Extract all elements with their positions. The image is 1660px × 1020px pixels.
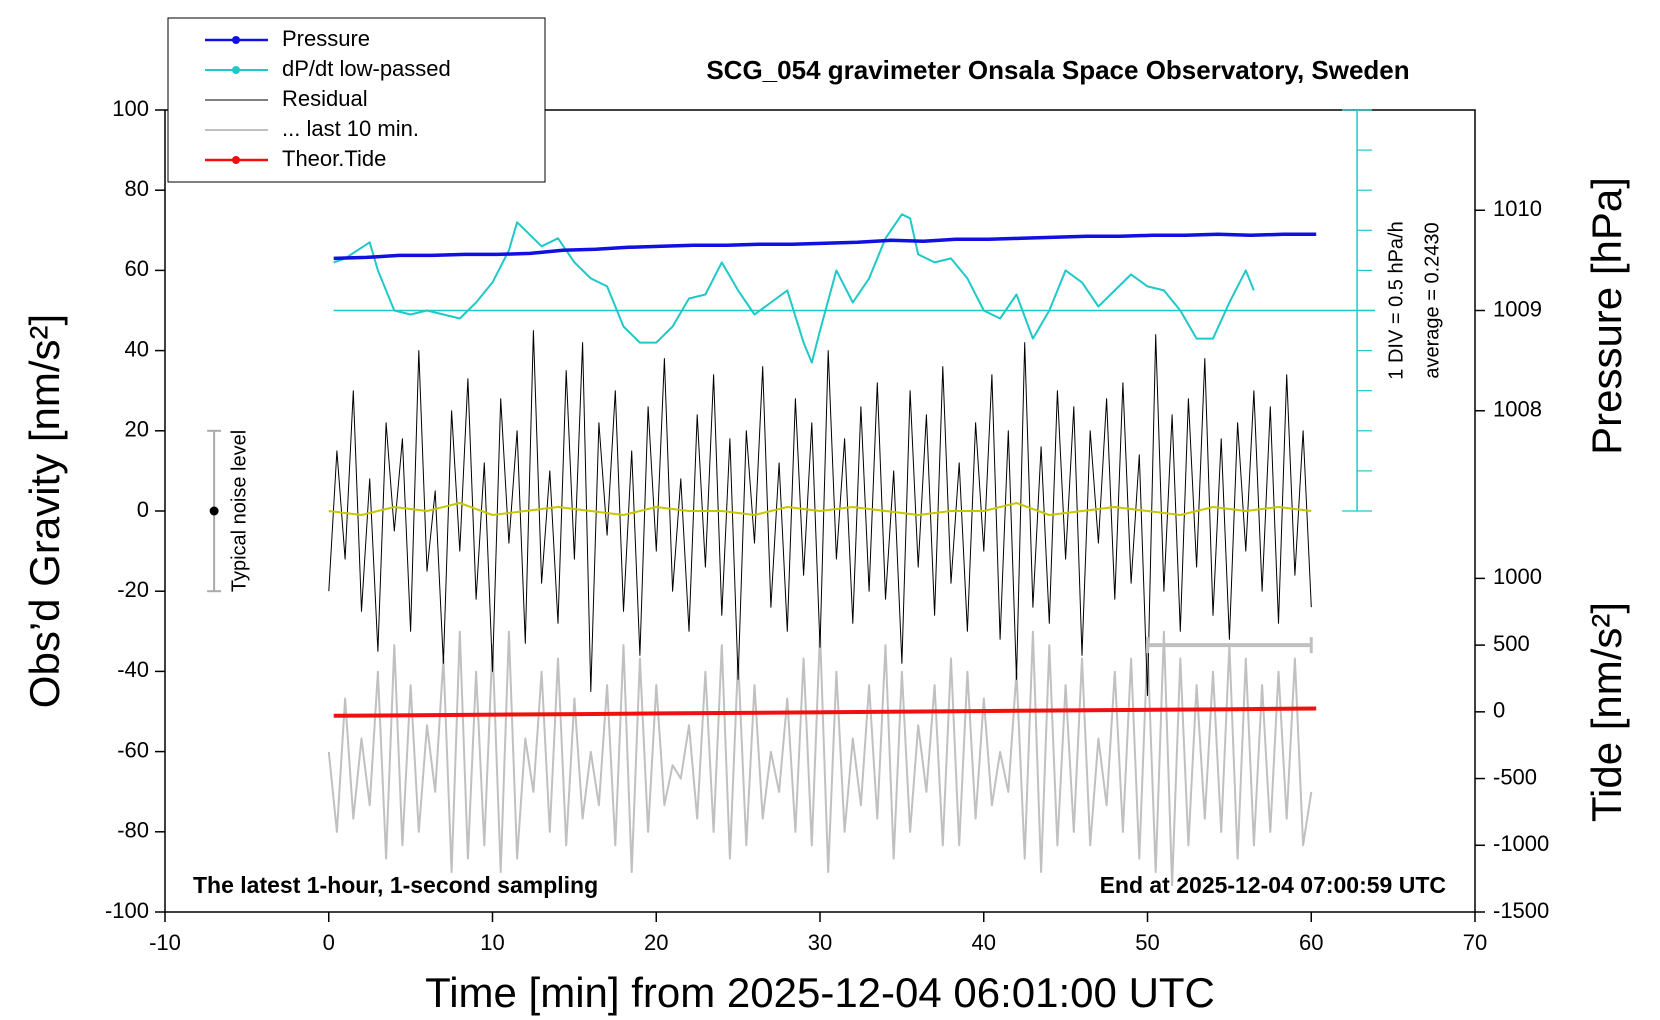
dpdt-scale-label: 1 DIV = 0.5 hPa/h xyxy=(1385,221,1407,379)
x-tick-label: 60 xyxy=(1299,930,1323,955)
noise-center xyxy=(209,506,219,516)
legend-label: Residual xyxy=(282,86,368,111)
dpdt-average-label: average = 0.2430 xyxy=(1421,222,1443,378)
y3-tick-label: -500 xyxy=(1493,764,1537,789)
y-tick-label: -80 xyxy=(117,818,149,843)
noise-label: Typical noise level xyxy=(228,430,250,592)
legend-label: dP/dt low-passed xyxy=(282,56,451,81)
y3-tick-label: -1500 xyxy=(1493,898,1549,923)
y-tick-label: -60 xyxy=(117,737,149,762)
series-line xyxy=(328,330,1312,696)
x-tick-label: 40 xyxy=(972,930,996,955)
x-tick-label: -10 xyxy=(149,930,181,955)
y-tick-label: -100 xyxy=(105,898,149,923)
annotation: End at 2025-12-04 07:00:59 UTC xyxy=(1100,872,1446,898)
legend-marker xyxy=(232,66,240,74)
y-tick-label: 20 xyxy=(125,417,149,442)
y2-tick-label: 1009 xyxy=(1493,296,1542,321)
series-line xyxy=(327,630,1313,887)
legend-label: ... last 10 min. xyxy=(282,116,419,141)
series-line xyxy=(333,232,1317,261)
legend-label: Theor.Tide xyxy=(282,146,386,171)
annotation: The latest 1-hour, 1-second sampling xyxy=(193,872,598,898)
y-tick-label: -20 xyxy=(117,577,149,602)
x-axis-title: Time [min] from 2025-12-04 06:01:00 UTC xyxy=(425,969,1215,1016)
y-tick-label: 100 xyxy=(112,96,149,121)
y-tick-label: 40 xyxy=(125,336,149,361)
y2-axis-title: Pressure [hPa] xyxy=(1583,177,1630,455)
x-tick-label: 10 xyxy=(480,930,504,955)
x-tick-label: 0 xyxy=(323,930,335,955)
y-axis-title: Obs’d Gravity [nm/s²] xyxy=(21,314,68,708)
y2-tick-label: 1008 xyxy=(1493,397,1542,422)
x-tick-label: 70 xyxy=(1463,930,1487,955)
series-line xyxy=(333,706,1317,718)
x-tick-label: 30 xyxy=(808,930,832,955)
y3-tick-label: 1000 xyxy=(1493,564,1542,589)
y3-axis-title: Tide [nm/s²] xyxy=(1583,602,1630,822)
x-tick-label: 50 xyxy=(1135,930,1159,955)
y-tick-label: -40 xyxy=(117,657,149,682)
legend-marker xyxy=(232,156,240,164)
y-tick-label: 0 xyxy=(137,497,149,522)
series-line xyxy=(328,502,1312,516)
legend-marker xyxy=(232,36,240,44)
y-tick-label: 60 xyxy=(125,256,149,281)
x-tick-label: 20 xyxy=(644,930,668,955)
y3-tick-label: 500 xyxy=(1493,631,1530,656)
series-line xyxy=(333,213,1255,364)
legend-label: Pressure xyxy=(282,26,370,51)
chart-title: SCG_054 gravimeter Onsala Space Observat… xyxy=(706,55,1409,85)
y-tick-label: 80 xyxy=(125,176,149,201)
y3-tick-label: 0 xyxy=(1493,698,1505,723)
y2-tick-label: 1010 xyxy=(1493,196,1542,221)
y3-tick-label: -1000 xyxy=(1493,831,1549,856)
